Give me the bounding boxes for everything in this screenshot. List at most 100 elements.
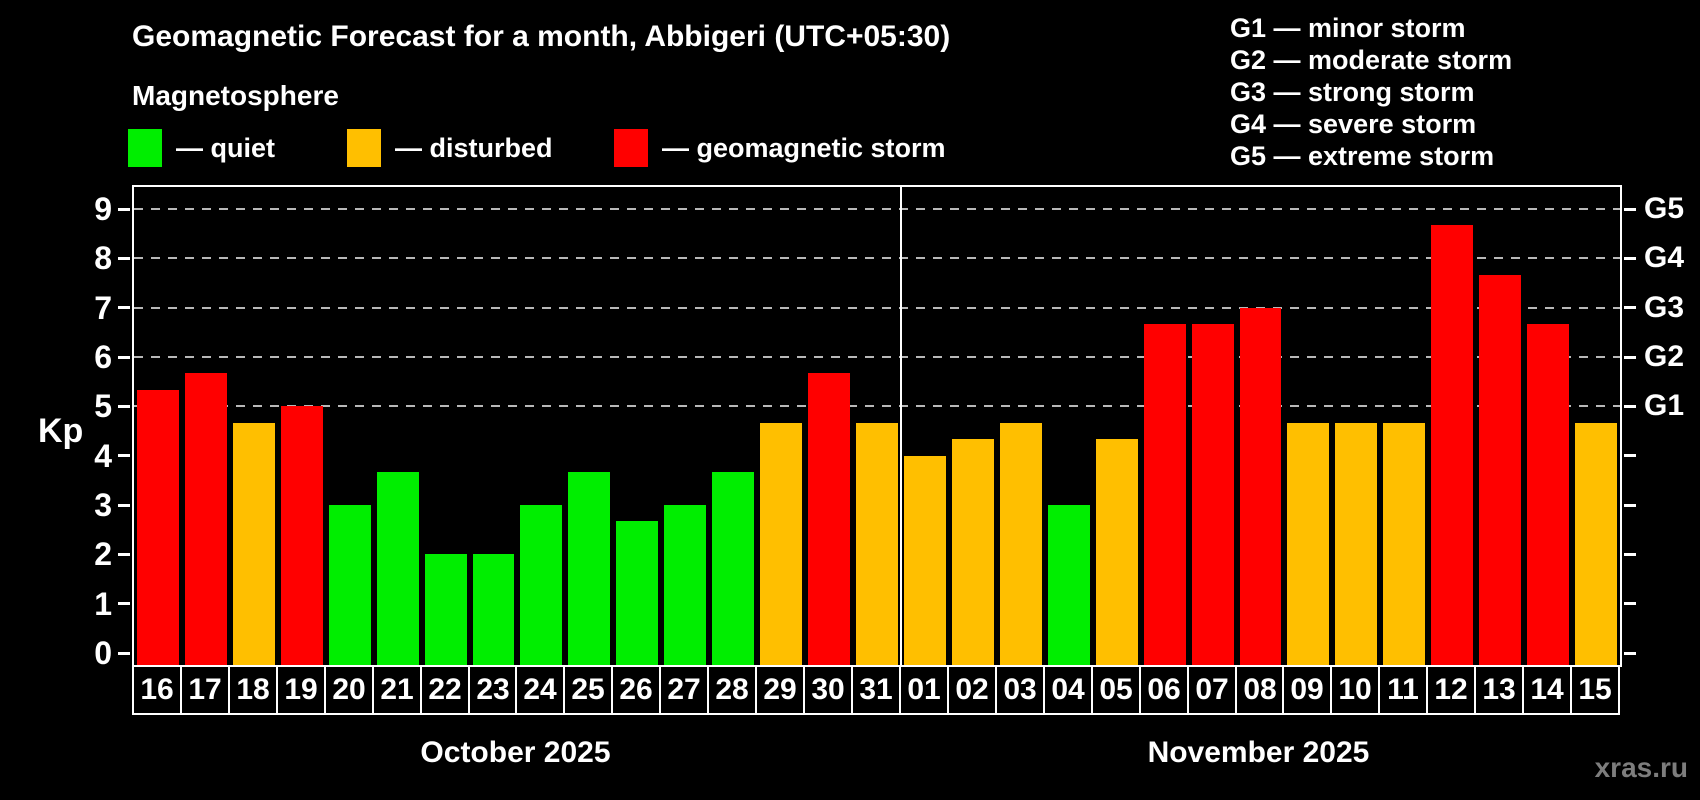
bar-day-24 (520, 505, 563, 665)
bar-day-02 (951, 439, 994, 665)
bar-day-14 (1527, 323, 1570, 665)
day-label-25: 25 (563, 665, 613, 715)
y-axis-tick-5 (118, 404, 130, 408)
right-axis-tick-1 (1624, 602, 1636, 606)
day-label-10: 10 (1330, 665, 1380, 715)
legend-disturbed-label: — disturbed (395, 132, 553, 163)
day-label-22: 22 (420, 665, 470, 715)
day-label-21: 21 (372, 665, 422, 715)
y-axis-tick-8 (118, 256, 130, 260)
month-label-october: October 2025 (420, 736, 611, 769)
gridline-kp8 (134, 257, 1620, 260)
right-axis-tick-8 (1624, 256, 1636, 260)
month-label-november: November 2025 (1147, 736, 1370, 769)
day-label-31: 31 (851, 665, 901, 715)
day-label-18: 18 (228, 665, 278, 715)
g-scale-legend: G1 — minor storm G2 — moderate storm G3 … (1230, 12, 1512, 172)
day-label-26: 26 (611, 665, 661, 715)
day-label-03: 03 (995, 665, 1045, 715)
legend-item-disturbed: — disturbed (347, 128, 553, 168)
y-axis-label-6: 6 (94, 339, 112, 376)
day-label-01: 01 (899, 665, 949, 715)
right-axis-tick-4 (1624, 454, 1636, 458)
g3-legend-line: G3 — strong storm (1230, 77, 1475, 107)
bar-day-08 (1239, 307, 1282, 665)
y-axis-label-0: 0 (94, 635, 112, 671)
y-axis-tick-4 (118, 454, 130, 458)
right-axis-tick-7 (1624, 306, 1636, 310)
magnetosphere-label: Magnetosphere (132, 80, 339, 111)
y-axis-label-5: 5 (94, 388, 112, 425)
bar-day-18 (232, 422, 275, 665)
y-axis-title: Kp (38, 412, 84, 450)
right-axis-label-g4: G4 (1644, 241, 1685, 275)
bar-day-07 (1191, 323, 1234, 665)
right-axis-tick-3 (1624, 503, 1636, 507)
day-label-23: 23 (468, 665, 518, 715)
bar-day-23 (472, 554, 515, 665)
day-label-11: 11 (1378, 665, 1428, 715)
watermark: xras.ru (1594, 752, 1688, 783)
gridline-kp6 (134, 356, 1620, 359)
g5-legend-line: G5 — extreme storm (1230, 141, 1495, 171)
day-label-05: 05 (1091, 665, 1141, 715)
right-axis-tick-2 (1624, 552, 1636, 556)
legend-item-storm: — geomagnetic storm (614, 128, 946, 168)
chart-plot-area (132, 185, 1622, 667)
y-axis-tick-9 (118, 207, 130, 211)
day-label-02: 02 (947, 665, 997, 715)
g2-legend-line: G2 — moderate storm (1230, 45, 1513, 75)
day-label-13: 13 (1474, 665, 1524, 715)
y-axis-tick-3 (118, 503, 130, 507)
y-axis-label-4: 4 (94, 437, 112, 474)
day-label-30: 30 (803, 665, 853, 715)
day-label-14: 14 (1522, 665, 1572, 715)
gridline-kp9 (134, 208, 1620, 211)
bar-day-15 (1575, 422, 1617, 665)
y-axis-tick-7 (118, 306, 130, 310)
day-label-16: 16 (132, 665, 182, 715)
bar-day-17 (184, 373, 227, 665)
y-axis-tick-0 (118, 651, 130, 655)
quiet-color-swatch (128, 129, 162, 167)
y-axis-tick-2 (118, 552, 130, 556)
bar-day-25 (568, 471, 611, 665)
bar-day-11 (1383, 422, 1426, 665)
y-axis-tick-1 (118, 602, 130, 606)
bar-day-28 (712, 471, 755, 665)
bar-day-20 (328, 505, 371, 665)
y-axis-tick-6 (118, 355, 130, 359)
day-label-06: 06 (1139, 665, 1189, 715)
day-label-04: 04 (1043, 665, 1093, 715)
legend-item-quiet: — quiet (128, 128, 275, 168)
right-axis-tick-5 (1624, 404, 1636, 408)
bar-day-22 (424, 554, 467, 665)
gridline-kp7 (134, 306, 1620, 309)
page-title: Geomagnetic Forecast for a month, Abbige… (132, 20, 951, 53)
day-label-09: 09 (1282, 665, 1332, 715)
bar-day-06 (1143, 323, 1186, 665)
day-label-28: 28 (707, 665, 757, 715)
bar-day-12 (1431, 225, 1474, 665)
right-axis-label-g3: G3 (1644, 290, 1685, 324)
y-axis-label-3: 3 (94, 487, 112, 523)
x-axis-day-labels: 16 17 18 19 20 21 22 23 24 25 26 27 28 29 30 31 01 02 03 04… (132, 665, 1626, 715)
y-axis-label-8: 8 (94, 240, 112, 277)
bar-day-05 (1095, 439, 1138, 665)
day-label-12: 12 (1426, 665, 1476, 715)
g1-legend-line: G1 — minor storm (1230, 13, 1466, 43)
bar-day-19 (280, 406, 323, 665)
legend-quiet-label: — quiet (176, 132, 275, 163)
day-label-15: 15 (1570, 665, 1620, 715)
storm-color-swatch (614, 129, 648, 167)
gridline-kp5 (134, 405, 1620, 408)
day-label-24: 24 (515, 665, 565, 715)
bar-day-09 (1287, 422, 1330, 665)
bar-day-10 (1335, 422, 1378, 665)
day-label-17: 17 (180, 665, 230, 715)
right-axis-label-g2: G2 (1644, 340, 1685, 374)
right-axis-tick-9 (1624, 207, 1636, 211)
day-label-20: 20 (324, 665, 374, 715)
bar-day-01 (903, 455, 946, 665)
